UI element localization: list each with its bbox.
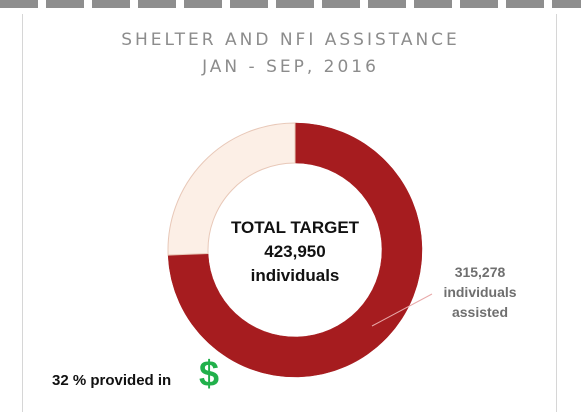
assisted-leader-line [371,293,433,327]
donut-slices [167,122,423,378]
dollar-icon: $ [199,353,220,394]
funding-note: 32 % provided in [52,372,172,389]
chart-title: SHELTER AND NFI ASSISTANCE [121,30,460,50]
assisted-unit: individuals [443,284,517,300]
donut-slice-assisted [167,122,423,378]
center-label-unit: individuals [250,266,340,285]
donut-slice-remaining [167,122,296,256]
assisted-value: 315,278 [454,264,506,280]
assisted-caption: assisted [451,304,509,320]
center-label-target: TOTAL TARGET [230,218,360,237]
top-decor-strip [0,0,581,8]
chart-subtitle: JAN - SEP, 2016 [202,57,379,77]
center-label-value: 423,950 [264,242,326,261]
